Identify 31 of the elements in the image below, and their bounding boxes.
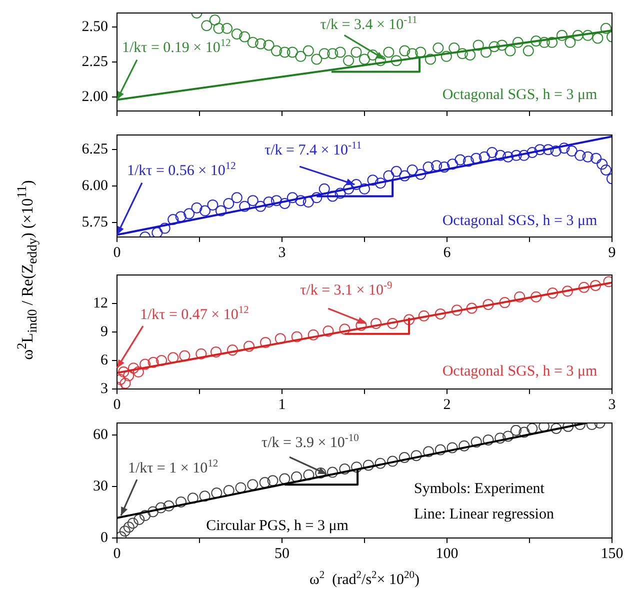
x-tick-label: 3: [608, 396, 616, 413]
y-tick-label: 30: [93, 478, 108, 494]
annotation: Octagonal SGS, h = 3 μm: [442, 212, 598, 229]
x-tick-label: 9: [608, 244, 616, 261]
y-tick-label: 2.50: [82, 18, 108, 35]
y-tick-label: 6: [100, 352, 108, 368]
y-tick-label: 60: [93, 426, 108, 443]
y-tick-label: 2.25: [82, 54, 108, 70]
annotation: Octagonal SGS, h = 3 μm: [442, 363, 598, 380]
y-tick-label: 9: [100, 324, 108, 340]
annotation: Line: Linear regression: [414, 506, 554, 522]
x-tick-label: 0: [113, 396, 121, 413]
x-tick-label: 1: [278, 396, 286, 413]
y-tick-label: 6.00: [82, 178, 108, 194]
x-tick-label: 0: [113, 244, 121, 261]
x-tick-label: 0: [113, 546, 121, 562]
y-tick-label: 3: [100, 380, 108, 397]
annotation: Symbols: Experiment: [414, 481, 546, 498]
x-tick-label: 3: [278, 244, 286, 261]
x-tick-label: 150: [600, 546, 624, 562]
annotation: Circular PGS, h = 3 μm: [206, 518, 349, 534]
x-tick-label: 100: [436, 546, 458, 562]
y-tick-label: 6.25: [82, 142, 108, 158]
y-tick-label: 5.75: [82, 214, 108, 230]
y-tick-label: 2.00: [82, 88, 108, 105]
y-tick-label: 0: [100, 530, 108, 546]
y-tick-label: 12: [93, 295, 108, 312]
x-tick-label: 2: [443, 396, 451, 413]
annotation: Octagonal SGS, h = 3 μm: [442, 87, 598, 104]
x-tick-label: 6: [443, 244, 452, 261]
x-tick-label: 50: [274, 546, 290, 562]
